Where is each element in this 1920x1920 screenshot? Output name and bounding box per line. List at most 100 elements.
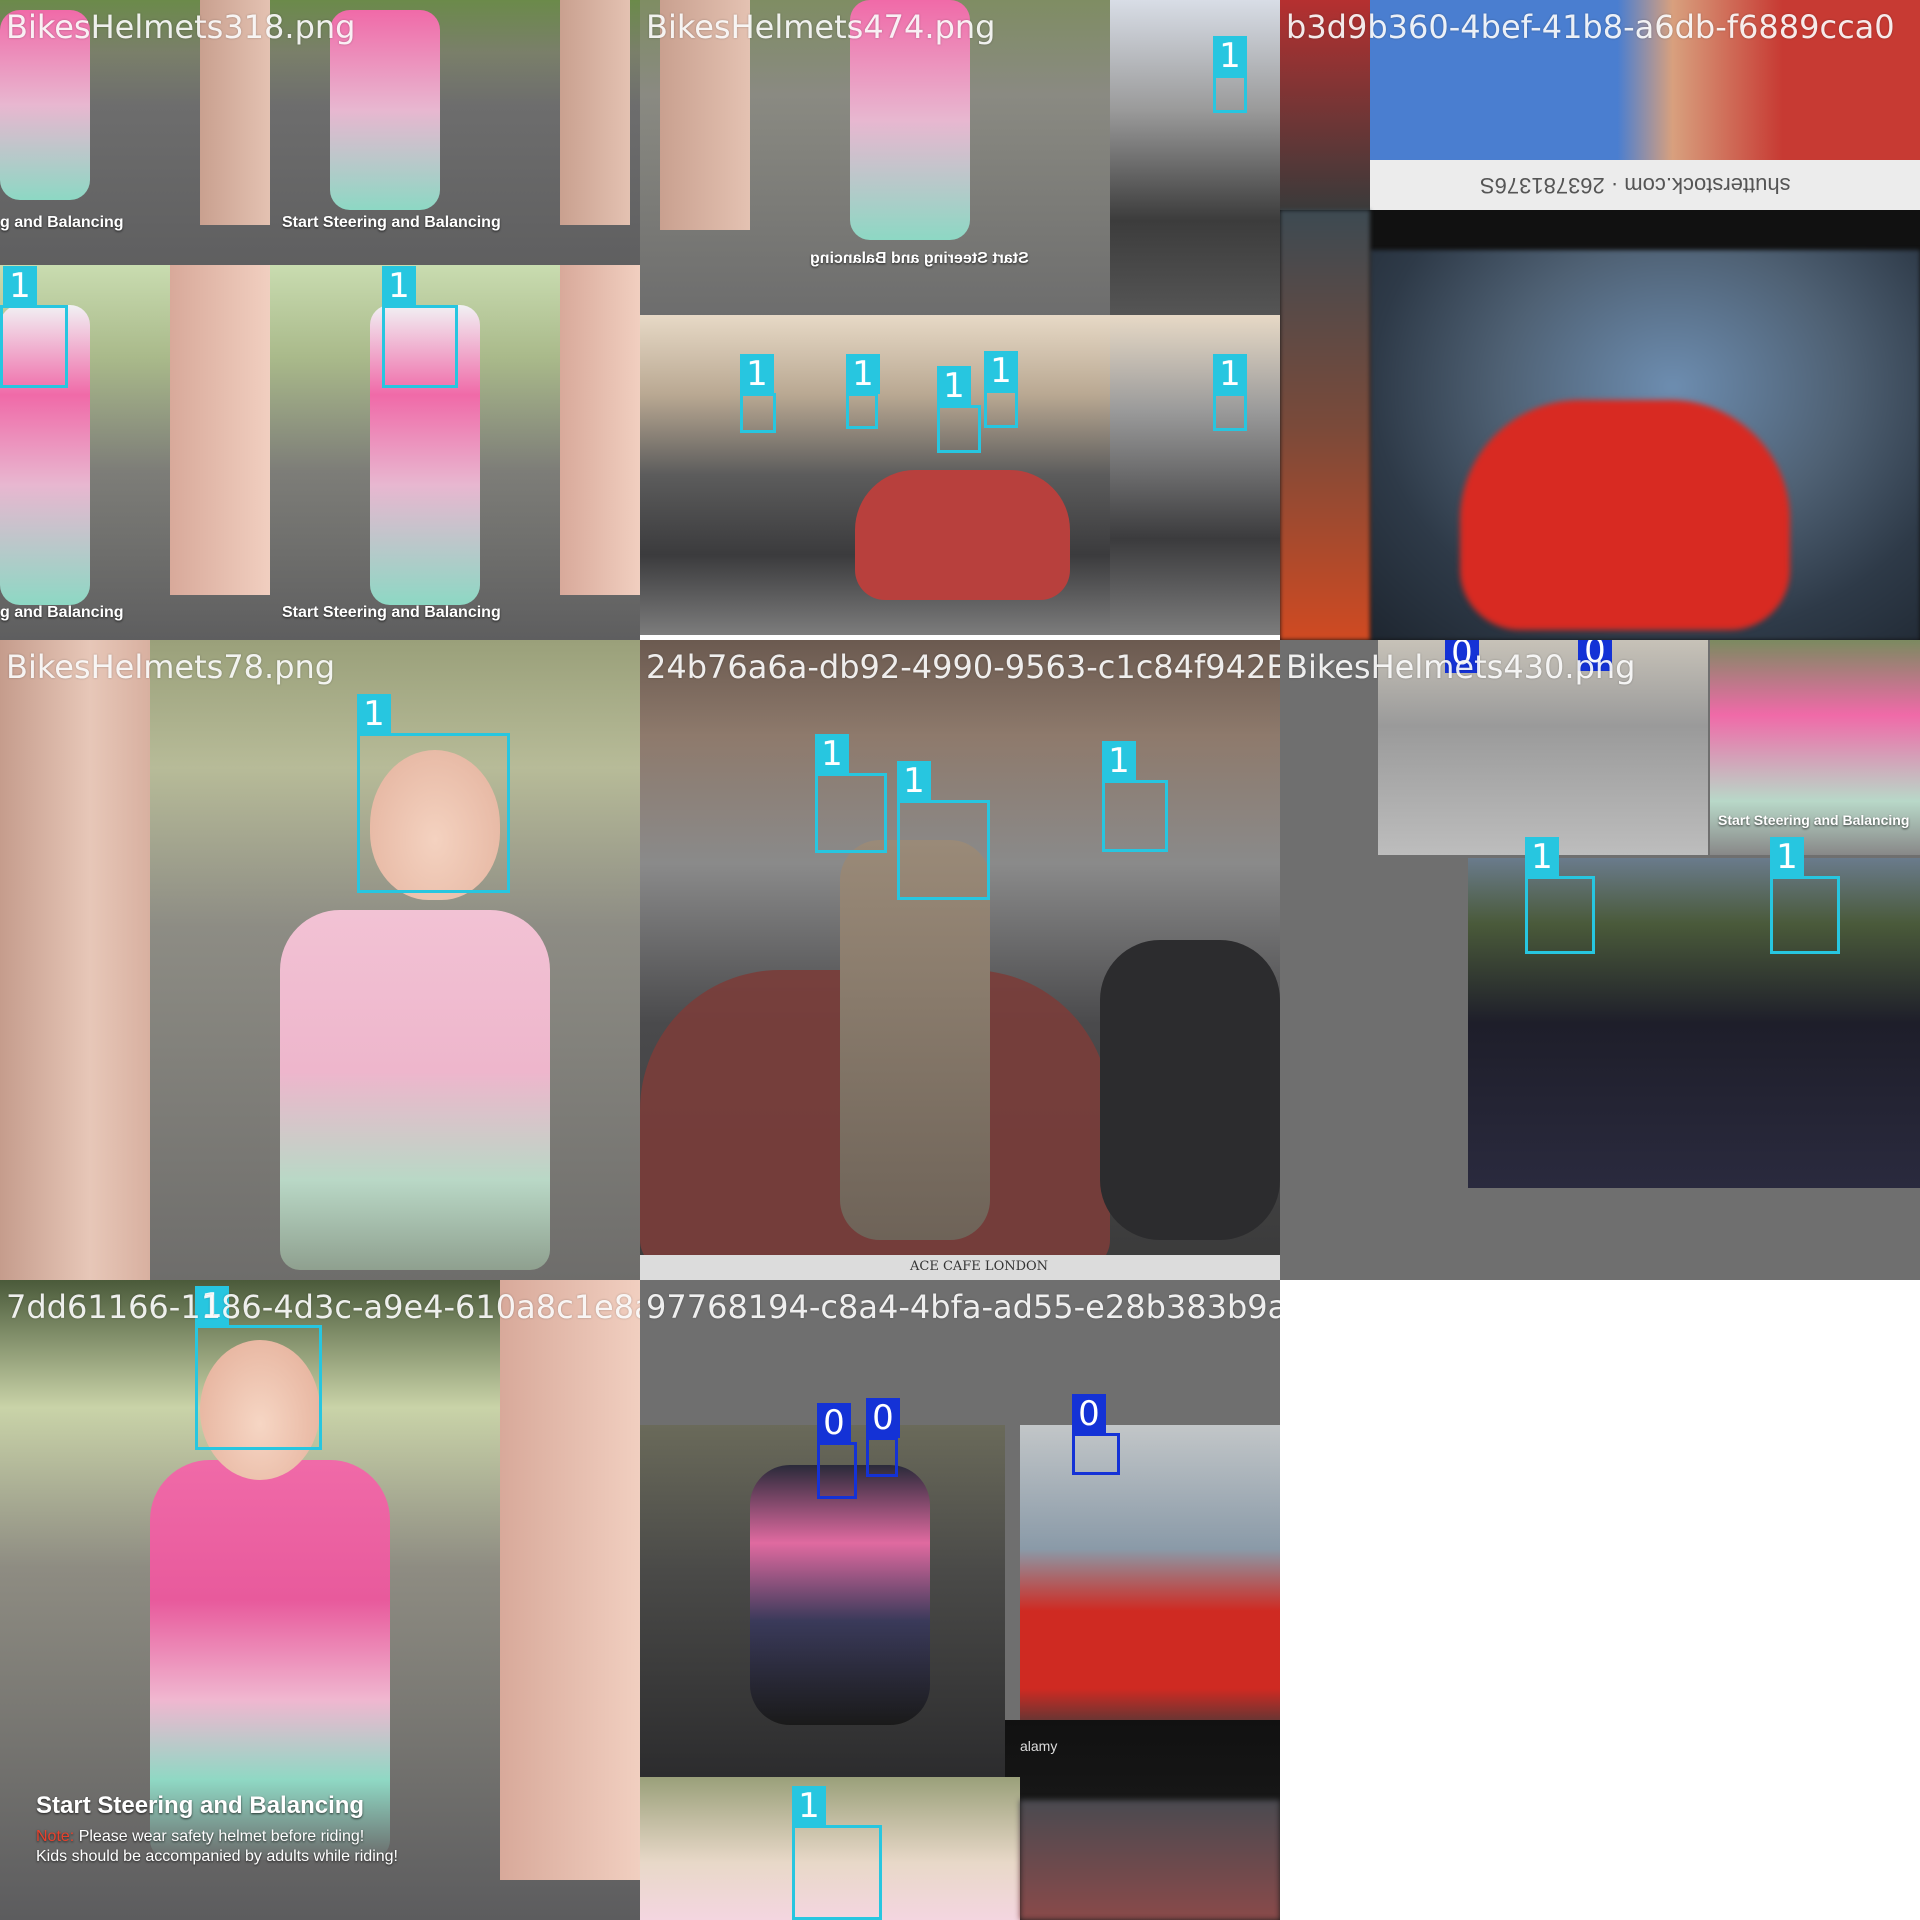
class-label: 1: [846, 354, 880, 394]
class-label: 0: [817, 1403, 851, 1443]
photo-child: [850, 0, 970, 240]
detection-box: 1: [1102, 741, 1168, 852]
detection-box: 1: [815, 734, 887, 853]
photo-face: [200, 1340, 320, 1480]
photo-rider: [840, 840, 990, 1240]
watermark-text: ACE CAFE LONDON: [910, 1259, 1049, 1274]
tile-title: 7dd61166-1186-4d3c-a9e4-610a8c1e8aeejpg: [6, 1288, 640, 1326]
photo-child: [0, 305, 90, 605]
note-label: Note:: [36, 1828, 75, 1845]
class-label: 1: [984, 351, 1018, 391]
class-label: 1: [937, 366, 971, 406]
tile-title: BikesHelmets474.png: [646, 8, 996, 46]
mosaic-tile-5: ACE CAFE LONDON 1 1 1 24b76a6a-db92-4990…: [640, 640, 1280, 1280]
photo-scene: [1280, 210, 1370, 640]
photo-scooter: [1100, 940, 1280, 1240]
detection-box: 0: [1072, 1394, 1120, 1475]
class-label: 0: [1578, 640, 1612, 671]
photo-scooter-couple: [1020, 1425, 1280, 1735]
class-label: 1: [1525, 837, 1559, 877]
mosaic-tile-4: 1 BikesHelmets78.png: [0, 640, 640, 1280]
empty-region: [1280, 1280, 1920, 1920]
photo-scene: [0, 0, 640, 265]
photo-scooter: [1460, 400, 1790, 630]
class-label: 1: [1770, 837, 1804, 877]
photo-watermark-strip: ACE CAFE LONDON: [640, 1255, 1280, 1280]
detection-box: 1: [0, 266, 68, 388]
photo-child: [1710, 640, 1920, 855]
photo-legs: [500, 1280, 640, 1880]
photo-legs: [660, 0, 750, 230]
detection-box: 0: [866, 1398, 900, 1477]
photo-legs: [560, 265, 640, 595]
photo-watermark-strip: shutterstock.com · 263781376S: [1370, 160, 1920, 210]
photo-child: [150, 1460, 390, 1860]
class-label: 1: [3, 266, 37, 306]
class-label: 1: [792, 1786, 826, 1826]
detection-box: 1: [1213, 36, 1247, 113]
mosaic-tile-7: Start Steering and Balancing Note: Pleas…: [0, 1280, 640, 1920]
photo-legs: [560, 0, 630, 225]
tile-title: BikesHelmets318.png: [6, 8, 356, 46]
photo-child: [640, 1777, 1020, 1920]
photo-legs: [200, 0, 270, 225]
note-text: Please wear safety helmet before riding!: [78, 1828, 365, 1845]
watermark-text: shutterstock.com · 263781376S: [1480, 173, 1791, 198]
detection-box: 1: [382, 266, 458, 388]
class-label: 1: [897, 761, 931, 801]
tile-title: 97768194-c8a4-4bfa-ad55-e28b383b9a39.jpg: [646, 1288, 1280, 1326]
detection-box: 1: [846, 354, 880, 429]
detection-box: 1: [897, 761, 990, 900]
class-label: 1: [195, 1286, 229, 1326]
tile-title: b3d9b360-4bef-41b8-a6db-f6889cca0: [1286, 8, 1895, 46]
photo-scene: [0, 265, 640, 640]
detection-box: 1: [792, 1786, 882, 1920]
class-label: 1: [1102, 741, 1136, 781]
photo-child: [280, 910, 550, 1270]
caption-text: Start Steering and Balancing: [282, 214, 501, 231]
detection-box: 1: [195, 1286, 322, 1450]
detection-box: 0: [817, 1403, 857, 1499]
photo-scene: [1370, 0, 1920, 160]
detection-box: 1: [740, 354, 776, 433]
mosaic-tile-8: alamy 0 0 0 1 97768194-c8a4-4bfa-ad55-e2…: [640, 1280, 1280, 1920]
detection-box: 0: [1578, 640, 1612, 671]
class-label: 1: [357, 694, 391, 734]
tile-title: BikesHelmets78.png: [6, 648, 336, 686]
caption-text: g and Balancing: [0, 604, 124, 621]
detection-box: 1: [1525, 837, 1595, 954]
photo-legs: [170, 265, 270, 595]
photo-scene: [1280, 0, 1370, 210]
photo-child: [370, 305, 480, 605]
caption-text: g and Balancing: [0, 214, 124, 231]
tile-title: 24b76a6a-db92-4990-9563-c1c84f942Bikesjp…: [646, 648, 1280, 686]
detection-box: 1: [1770, 837, 1840, 954]
caption-text: Start Steering and Balancing: [282, 604, 501, 621]
class-label: 1: [382, 266, 416, 306]
photo-child: [330, 10, 440, 210]
detection-box: 1: [937, 366, 981, 453]
class-label: 1: [1213, 36, 1247, 76]
photo-child: [0, 10, 90, 200]
class-label: 1: [740, 354, 774, 394]
photo-woman: [1468, 858, 1710, 1188]
detection-box: 0: [1445, 640, 1479, 673]
photo-blurred: [1020, 1800, 1280, 1920]
photo-cyclists: [1378, 640, 1708, 855]
mosaic-tile-2: Start Steering and Balancing 1 1 1 1 1 1…: [640, 0, 1280, 640]
photo-street: [1110, 0, 1280, 315]
photo-street: [1110, 315, 1280, 635]
caption-text: Start Steering and Balancing: [36, 1792, 365, 1819]
photo-riders: [750, 1465, 930, 1725]
detection-box: 1: [984, 351, 1018, 428]
watermark-text: alamy: [1020, 1738, 1058, 1754]
detection-box: 1: [357, 694, 510, 893]
caption-note: Note: Please wear safety helmet before r…: [36, 1828, 364, 1846]
photo-woman: [1710, 858, 1920, 1188]
class-label: 0: [866, 1398, 900, 1438]
photo-legs: [0, 640, 150, 1280]
class-label: 1: [1213, 354, 1247, 394]
tile-title: BikesHelmets430.png: [1286, 648, 1636, 686]
mosaic-tile-1: g and Balancing Start Steering and Balan…: [0, 0, 640, 640]
class-label: 0: [1445, 640, 1479, 673]
